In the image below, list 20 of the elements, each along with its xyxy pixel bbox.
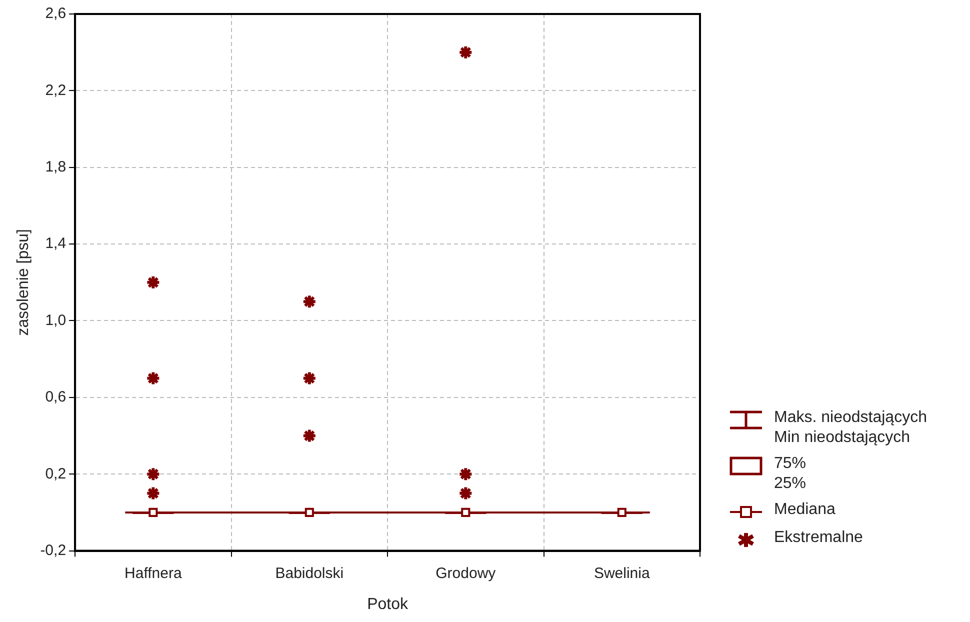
- text: Maks. nieodstających: [774, 408, 927, 428]
- x-axis-title: Potok: [367, 596, 409, 613]
- legend-label: Mediana: [774, 500, 836, 520]
- y-tick-label: 1,8: [45, 158, 66, 176]
- x-tick-label: Babidolski: [275, 564, 344, 582]
- text: 25%: [774, 474, 806, 494]
- legend-label: Ekstremalne: [774, 528, 863, 548]
- y-tick-label: 2,6: [45, 5, 66, 22]
- x-tick-label: Grodowy: [436, 564, 496, 582]
- y-tick-label: 1,4: [45, 235, 66, 252]
- x-tick-label: Swelinia: [594, 564, 650, 582]
- y-tick-label: -0,2: [40, 542, 66, 559]
- x-tick-label: Haffnera: [124, 564, 182, 582]
- text: 75%: [774, 454, 806, 474]
- y-tick-label: 0,6: [45, 388, 66, 406]
- y-axis-title: zasolenie [psu]: [15, 229, 32, 336]
- y-tick-label: 0,2: [45, 465, 66, 482]
- y-tick-label: 1,0: [45, 312, 66, 329]
- y-tick-label: 2,2: [45, 82, 66, 99]
- text: Min nieodstających: [774, 428, 912, 448]
